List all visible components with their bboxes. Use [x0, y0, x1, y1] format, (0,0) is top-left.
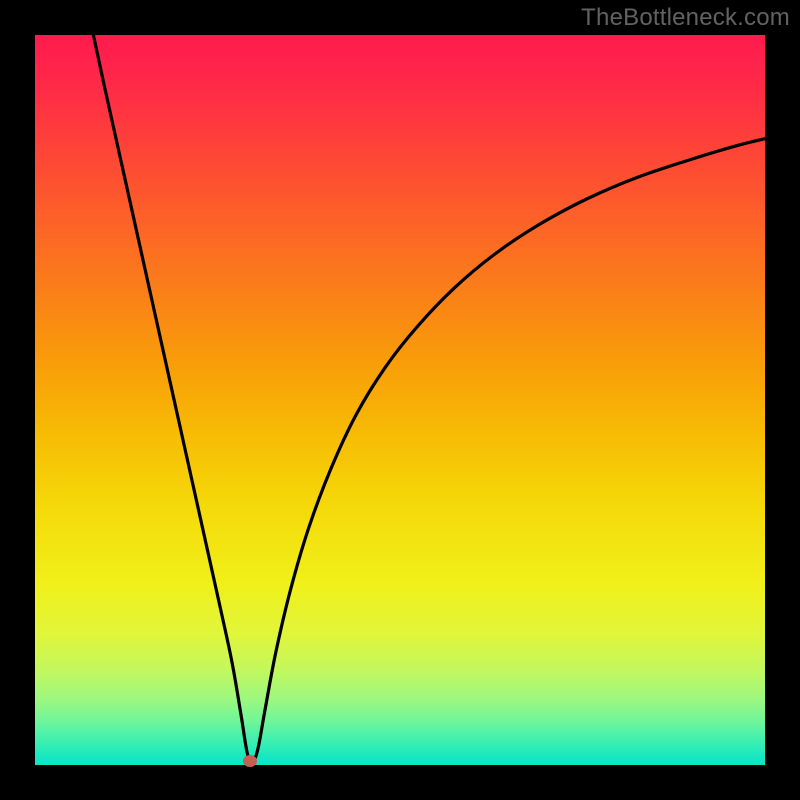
chart-frame: TheBottleneck.com	[0, 0, 800, 800]
watermark-text: TheBottleneck.com	[581, 4, 790, 32]
bottleneck-curve	[35, 35, 765, 765]
plot-area	[35, 35, 765, 765]
minimum-marker	[243, 755, 257, 767]
